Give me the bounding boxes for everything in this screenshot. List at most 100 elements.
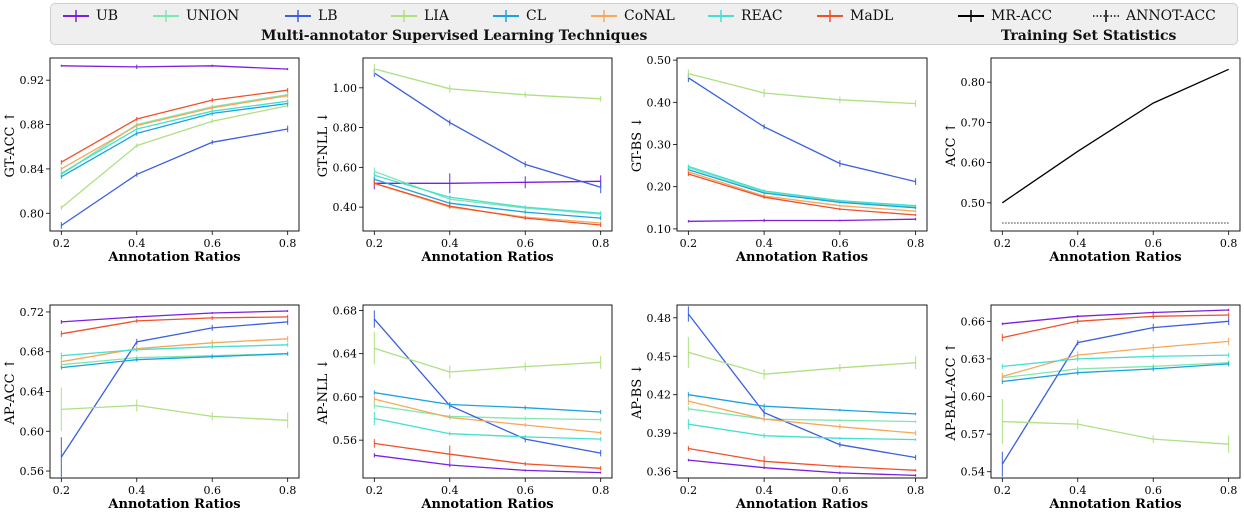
series-line-lb — [60, 321, 288, 458]
y-tick-label: 0.60 — [333, 161, 358, 174]
series-line-cl — [61, 353, 288, 369]
x-tick-label: 0.6 — [203, 237, 221, 250]
series-line-lia — [688, 351, 916, 375]
legend-label-cl: CL — [526, 8, 547, 24]
series-line-lb — [373, 318, 601, 454]
y-tick-label: 0.57 — [961, 428, 986, 441]
x-axis-label: Annotation Ratios — [420, 497, 553, 512]
y-tick-label: 0.60 — [961, 157, 986, 170]
y-tick-label: 0.64 — [20, 386, 45, 399]
y-tick-label: 0.40 — [647, 96, 672, 109]
y-axis-label: GT-ACC ↑ — [3, 111, 18, 177]
series-line-reac — [61, 344, 288, 357]
series-line-reac — [688, 423, 916, 441]
x-axis-label: Annotation Ratios — [107, 250, 240, 265]
plot-frame — [362, 304, 613, 479]
x-tick-label: 0.2 — [680, 484, 698, 497]
chart-panel-2: 0.2 0.4 0.6 0.8 0.40 0.60 0.80 1.00 Annotation R… — [316, 57, 613, 265]
series-line-lb — [687, 313, 916, 459]
series-line-madl — [1002, 314, 1229, 339]
series-line-reac — [60, 100, 288, 174]
legend-swatch-reac — [708, 10, 734, 22]
series-line-madl — [60, 89, 288, 163]
x-axis-label: Annotation Ratios — [735, 497, 868, 512]
x-tick-label: 0.6 — [831, 237, 849, 250]
series-line-ub — [61, 310, 288, 323]
series-line-union — [60, 93, 288, 175]
x-tick-label: 0.4 — [1069, 237, 1087, 250]
series-line-reac — [374, 174, 601, 214]
x-axis-label: Annotation Ratios — [1048, 250, 1181, 265]
series-line-lia — [374, 347, 601, 373]
legend-swatch-cl — [493, 10, 519, 22]
y-tick-label: 0.80 — [333, 122, 358, 135]
y-axis-label: AP-BAL-ACC ↑ — [944, 342, 959, 441]
series-line-mr-acc — [1001, 68, 1229, 204]
series-line-reac — [688, 165, 916, 207]
x-tick-label: 0.8 — [907, 484, 925, 497]
chart-panel-4: 0.2 0.4 0.6 0.8 0.50 0.60 0.70 0.80 Annotation R… — [944, 57, 1241, 265]
x-tick-label: 0.2 — [994, 484, 1012, 497]
series-line-cl — [60, 102, 288, 178]
series-line-ub — [1002, 309, 1229, 325]
series-line-union — [374, 404, 601, 421]
legend-group-title-left: Multi-annotator Supervised Learning Tech… — [261, 28, 648, 44]
y-tick-label: 0.42 — [647, 389, 672, 402]
series-line-madl — [688, 173, 916, 216]
series-line-lia — [61, 404, 288, 421]
legend-label-mr-acc: MR-ACC — [991, 8, 1053, 24]
x-tick-label: 0.8 — [1220, 237, 1238, 250]
legend-item-mr-acc: MR-ACC — [956, 8, 1052, 24]
y-tick-label: 0.60 — [961, 391, 986, 404]
y-tick-label: 1.00 — [333, 82, 358, 95]
x-tick-label: 0.6 — [516, 484, 534, 497]
legend-label-lb: LB — [318, 8, 338, 24]
x-tick-label: 0.6 — [831, 484, 849, 497]
x-tick-label: 0.6 — [1144, 484, 1162, 497]
series-line-cl — [374, 391, 601, 413]
x-tick-label: 0.4 — [441, 237, 459, 250]
series-line-conal — [60, 95, 288, 170]
chart-panel-5: 0.2 0.4 0.6 0.8 0.56 0.60 0.64 0.68 0.72 Annotati… — [3, 304, 300, 512]
x-tick-label: 0.2 — [994, 237, 1012, 250]
series-line-ub — [688, 218, 916, 222]
y-axis-label: AP-BS ↓ — [630, 364, 645, 420]
y-tick-label: 0.36 — [647, 466, 672, 479]
x-tick-label: 0.4 — [755, 484, 773, 497]
x-tick-label: 0.6 — [516, 237, 534, 250]
legend-item-cl: CL — [491, 8, 546, 24]
y-axis-label: ACC ↑ — [944, 122, 959, 167]
y-tick-label: 0.50 — [961, 197, 986, 210]
x-tick-label: 0.2 — [53, 237, 71, 250]
y-tick-label: 0.45 — [647, 350, 672, 363]
series-line-conal — [1002, 340, 1229, 378]
series-line-conal — [374, 398, 601, 434]
plot-frame — [676, 304, 928, 479]
y-tick-label: 0.39 — [647, 427, 672, 440]
series-line-ub — [688, 459, 916, 477]
y-tick-label: 0.10 — [647, 223, 672, 236]
chart-panel-7: 0.2 0.4 0.6 0.8 0.36 0.39 0.42 0.45 0.48 Annotati… — [630, 304, 928, 512]
x-tick-label: 0.2 — [53, 484, 71, 497]
series-line-reac — [1002, 354, 1229, 368]
chart-panel-1: 0.2 0.4 0.6 0.8 0.80 0.84 0.88 0.92 Annotation R… — [3, 57, 300, 265]
legend-swatch-lb — [285, 10, 311, 22]
legend-item-lb: LB — [283, 8, 338, 24]
y-tick-label: 0.50 — [647, 54, 672, 67]
legend-label-madl: MaDL — [850, 8, 894, 24]
y-axis-label: GT-BS ↓ — [630, 117, 645, 172]
y-tick-label: 0.54 — [961, 466, 986, 479]
x-tick-label: 0.4 — [128, 484, 146, 497]
chart-panel-8: 0.2 0.4 0.6 0.8 0.54 0.57 0.60 0.63 0.66 Annotati… — [944, 304, 1241, 512]
series-line-ub — [61, 65, 288, 70]
y-tick-label: 0.60 — [20, 425, 45, 438]
y-tick-label: 0.66 — [961, 315, 986, 328]
plot-frame — [49, 57, 300, 232]
x-tick-label: 0.6 — [1144, 237, 1162, 250]
legend-swatch-union — [153, 10, 179, 22]
plot-frame — [990, 304, 1241, 479]
legend-item-ub: UB — [61, 8, 118, 24]
legend-item-conal: CoNAL — [589, 8, 675, 24]
x-axis-label: Annotation Ratios — [420, 250, 553, 265]
series-line-cl — [1002, 363, 1229, 383]
